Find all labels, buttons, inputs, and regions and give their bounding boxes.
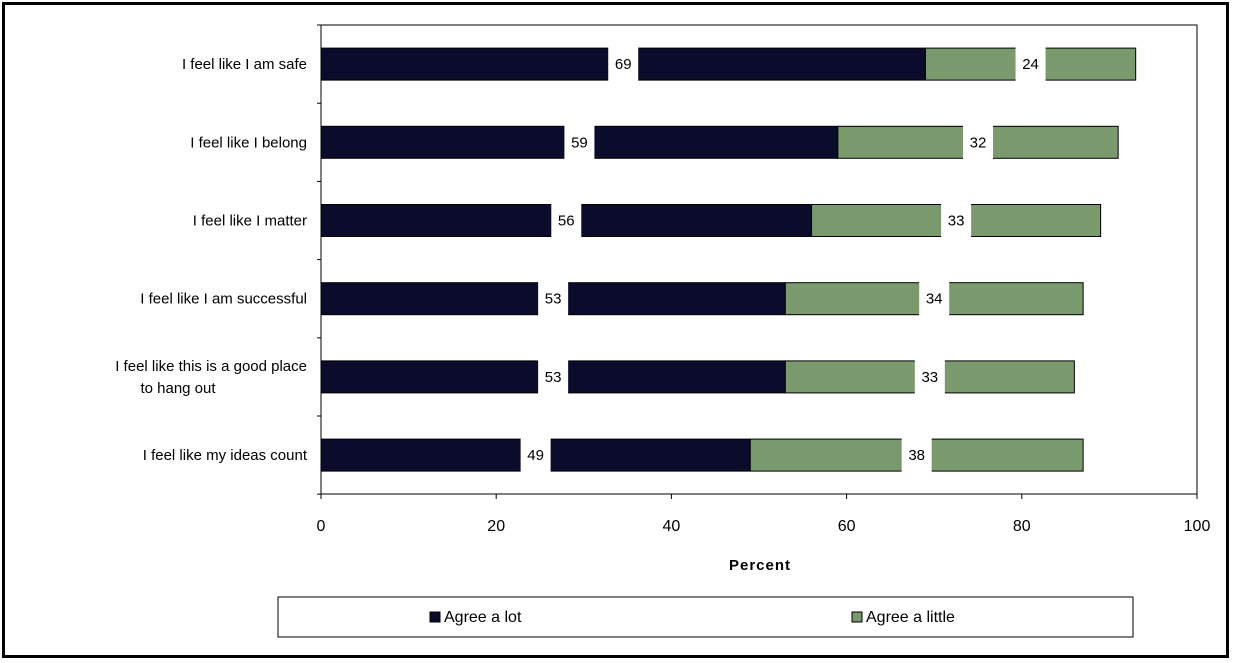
legend: Agree a lot Agree a little	[278, 597, 1133, 637]
legend-label-agree-a-little: Agree a little	[866, 609, 955, 626]
data-label-agree-a-lot-i-feel-like-i-belong: 59	[571, 134, 588, 151]
data-label-agree-a-little-i-feel-like-i-am-successful: 34	[926, 291, 943, 308]
data-label-agree-a-little-i-feel-like-this-is-a-good-place-to-hang-out: 33	[921, 369, 938, 386]
category-label-i-feel-like-i-matter: I feel like I matter	[193, 213, 307, 230]
data-label-agree-a-lot-i-feel-like-i-matter: 56	[558, 213, 575, 230]
data-label-agree-a-little-i-feel-like-my-ideas-count: 38	[908, 447, 925, 464]
x-tick-label-60: 60	[838, 518, 856, 535]
x-tick-label-40: 40	[663, 518, 681, 535]
data-label-agree-a-lot-i-feel-like-my-ideas-count: 49	[527, 447, 544, 464]
category-label-i-feel-like-i-am-successful: I feel like I am successful	[140, 291, 307, 308]
plot-area	[321, 25, 1197, 494]
category-label-i-feel-like-this-is-a-good-place-to-hang-out: I feel like this is a good place to hang …	[115, 358, 307, 397]
category-label-i-feel-like-i-belong: I feel like I belong	[190, 134, 307, 151]
category-label-i-feel-like-my-ideas-count: I feel like my ideas count	[143, 447, 308, 464]
legend-swatch-agree-a-lot	[430, 612, 440, 622]
legend-label-agree-a-lot: Agree a lot	[444, 609, 522, 626]
x-tick-label-20: 20	[487, 518, 505, 535]
category-labels: I feel like I am safe I feel like I belon…	[115, 56, 308, 464]
x-tick-label-0: 0	[317, 518, 326, 535]
data-label-agree-a-little-i-feel-like-i-matter: 33	[948, 213, 965, 230]
data-label-agree-a-lot-i-feel-like-this-is-a-good-place-to-hang-out: 53	[545, 369, 562, 386]
x-tick-label-80: 80	[1013, 518, 1031, 535]
legend-swatch-agree-a-little	[852, 612, 862, 622]
data-label-agree-a-lot-i-feel-like-i-am-successful: 53	[545, 291, 562, 308]
x-axis-title: Percent	[729, 557, 791, 574]
data-label-agree-a-lot-i-feel-like-i-am-safe: 69	[615, 56, 632, 73]
x-tick-label-100: 100	[1184, 518, 1211, 535]
category-label-i-feel-like-i-am-safe: I feel like I am safe	[182, 56, 307, 73]
legend-box	[278, 597, 1133, 637]
data-label-agree-a-little-i-feel-like-i-belong: 32	[970, 134, 987, 151]
data-label-agree-a-little-i-feel-like-i-am-safe: 24	[1022, 56, 1039, 73]
